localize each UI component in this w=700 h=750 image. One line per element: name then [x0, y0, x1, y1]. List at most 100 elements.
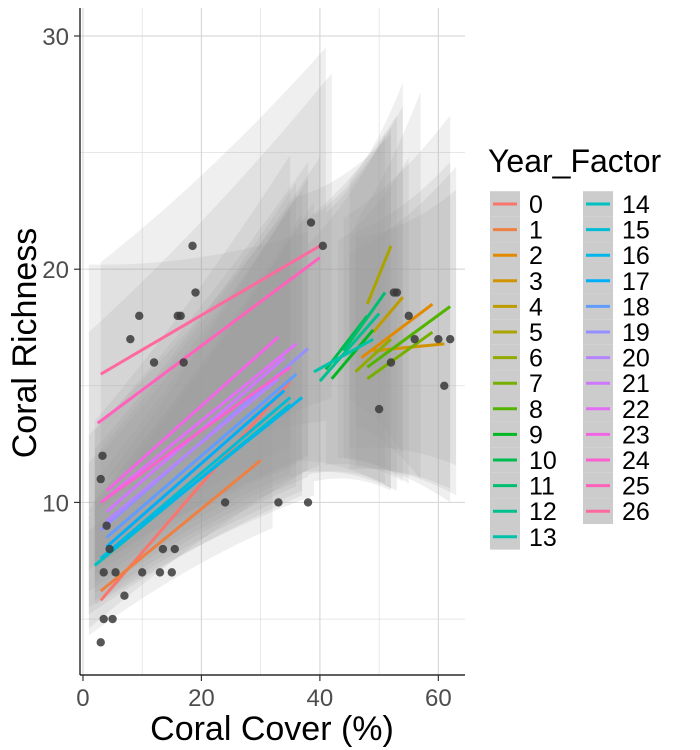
trend-line-16	[105, 396, 304, 555]
data-point	[167, 568, 177, 577]
data-point	[434, 334, 443, 344]
data-point	[188, 241, 197, 251]
trend-line-23	[105, 335, 280, 492]
x-tick-label: 40	[307, 685, 334, 712]
data-point	[155, 568, 165, 577]
y-tick-label: 20	[42, 257, 69, 284]
data-point	[176, 311, 185, 321]
data-point	[96, 638, 105, 647]
data-point	[318, 241, 328, 251]
legend-label: 20	[622, 345, 650, 373]
trend-line-25	[96, 256, 321, 425]
legend-label: 25	[622, 473, 650, 501]
trend-line-9	[330, 328, 375, 380]
trend-line-2	[360, 302, 434, 360]
legend-label: 0	[529, 191, 543, 219]
legend-label: 3	[529, 268, 543, 296]
legend-label: 4	[529, 293, 543, 321]
data-point	[96, 474, 105, 484]
legend-label: 18	[622, 293, 650, 321]
trend-line-17	[105, 389, 286, 548]
legend-label: 8	[529, 396, 543, 424]
data-point	[191, 288, 200, 297]
trend-line-1	[99, 459, 262, 593]
data-point	[392, 288, 402, 297]
band-0	[88, 231, 309, 629]
data-point	[374, 404, 384, 414]
trend-line-11	[342, 291, 387, 352]
legend-label: 7	[529, 370, 543, 398]
data-point	[158, 544, 168, 554]
x-tick-label: 0	[76, 685, 89, 712]
y-axis-title: Coral Richness	[6, 228, 44, 459]
trend-line-13	[313, 337, 374, 374]
data-point	[274, 498, 283, 507]
legend-label: 10	[529, 447, 557, 475]
x-tick-labels: 0 20 40 60	[76, 685, 451, 712]
data-point	[440, 381, 449, 391]
legend-label: 12	[529, 498, 557, 526]
trend-line-24	[99, 365, 292, 504]
band-9	[313, 126, 391, 491]
band-8	[349, 166, 457, 466]
axes	[74, 8, 465, 681]
legend-label: 11	[529, 473, 555, 501]
data-point	[98, 451, 107, 460]
band-24	[88, 189, 303, 571]
data-point	[111, 568, 120, 577]
data-point	[404, 311, 413, 321]
legend-label: 24	[622, 447, 650, 475]
legend-title: Year_Factor	[488, 143, 661, 179]
band-2	[343, 115, 451, 503]
legend-label: 17	[622, 268, 650, 296]
legend-label: 9	[529, 421, 543, 449]
band-4	[355, 91, 421, 480]
trend-line-26	[99, 244, 321, 376]
legend-label: 15	[622, 217, 650, 245]
trend-line-7	[366, 330, 434, 381]
legend: 0123456789101112131415161718192021222324…	[490, 191, 650, 552]
trend-lines	[93, 244, 452, 602]
x-axis-title: Coral Cover (%)	[150, 710, 394, 748]
data-point	[410, 334, 419, 344]
legend-label: 22	[622, 396, 650, 424]
band-7	[349, 161, 451, 489]
trend-line-4	[372, 296, 404, 334]
band-3	[355, 189, 457, 496]
data-point	[137, 568, 147, 577]
legend-label: 26	[622, 498, 650, 526]
band-11	[325, 105, 403, 482]
band-19	[88, 157, 320, 592]
trend-line-8	[366, 305, 452, 369]
band-13	[296, 133, 391, 489]
band-20	[94, 208, 291, 582]
legend-label: 6	[529, 345, 543, 373]
data-point	[120, 591, 129, 600]
data-point	[102, 521, 111, 530]
data-point	[126, 334, 135, 344]
legend-label: 14	[622, 191, 650, 219]
trend-line-5	[365, 245, 393, 305]
trend-line-22	[105, 342, 298, 499]
data-point	[105, 544, 114, 554]
data-point	[99, 568, 108, 577]
band-10	[308, 133, 386, 484]
trend-line-12	[318, 312, 381, 383]
data-point	[220, 498, 230, 507]
data-point	[445, 334, 455, 344]
legend-label: 1	[529, 217, 543, 245]
data-point	[306, 218, 316, 227]
y-tick-label: 10	[42, 490, 69, 517]
legend-label: 2	[529, 242, 543, 270]
x-tick-label: 60	[425, 685, 452, 712]
data-point	[179, 358, 188, 367]
legend-label: 21	[622, 370, 650, 398]
y-tick-labels: 10 20 30	[42, 24, 69, 517]
band-12	[302, 115, 397, 491]
band-17	[94, 194, 297, 601]
data-point	[135, 311, 144, 321]
x-tick-label: 20	[188, 685, 215, 712]
data-point	[108, 614, 117, 624]
data-point	[170, 544, 179, 554]
